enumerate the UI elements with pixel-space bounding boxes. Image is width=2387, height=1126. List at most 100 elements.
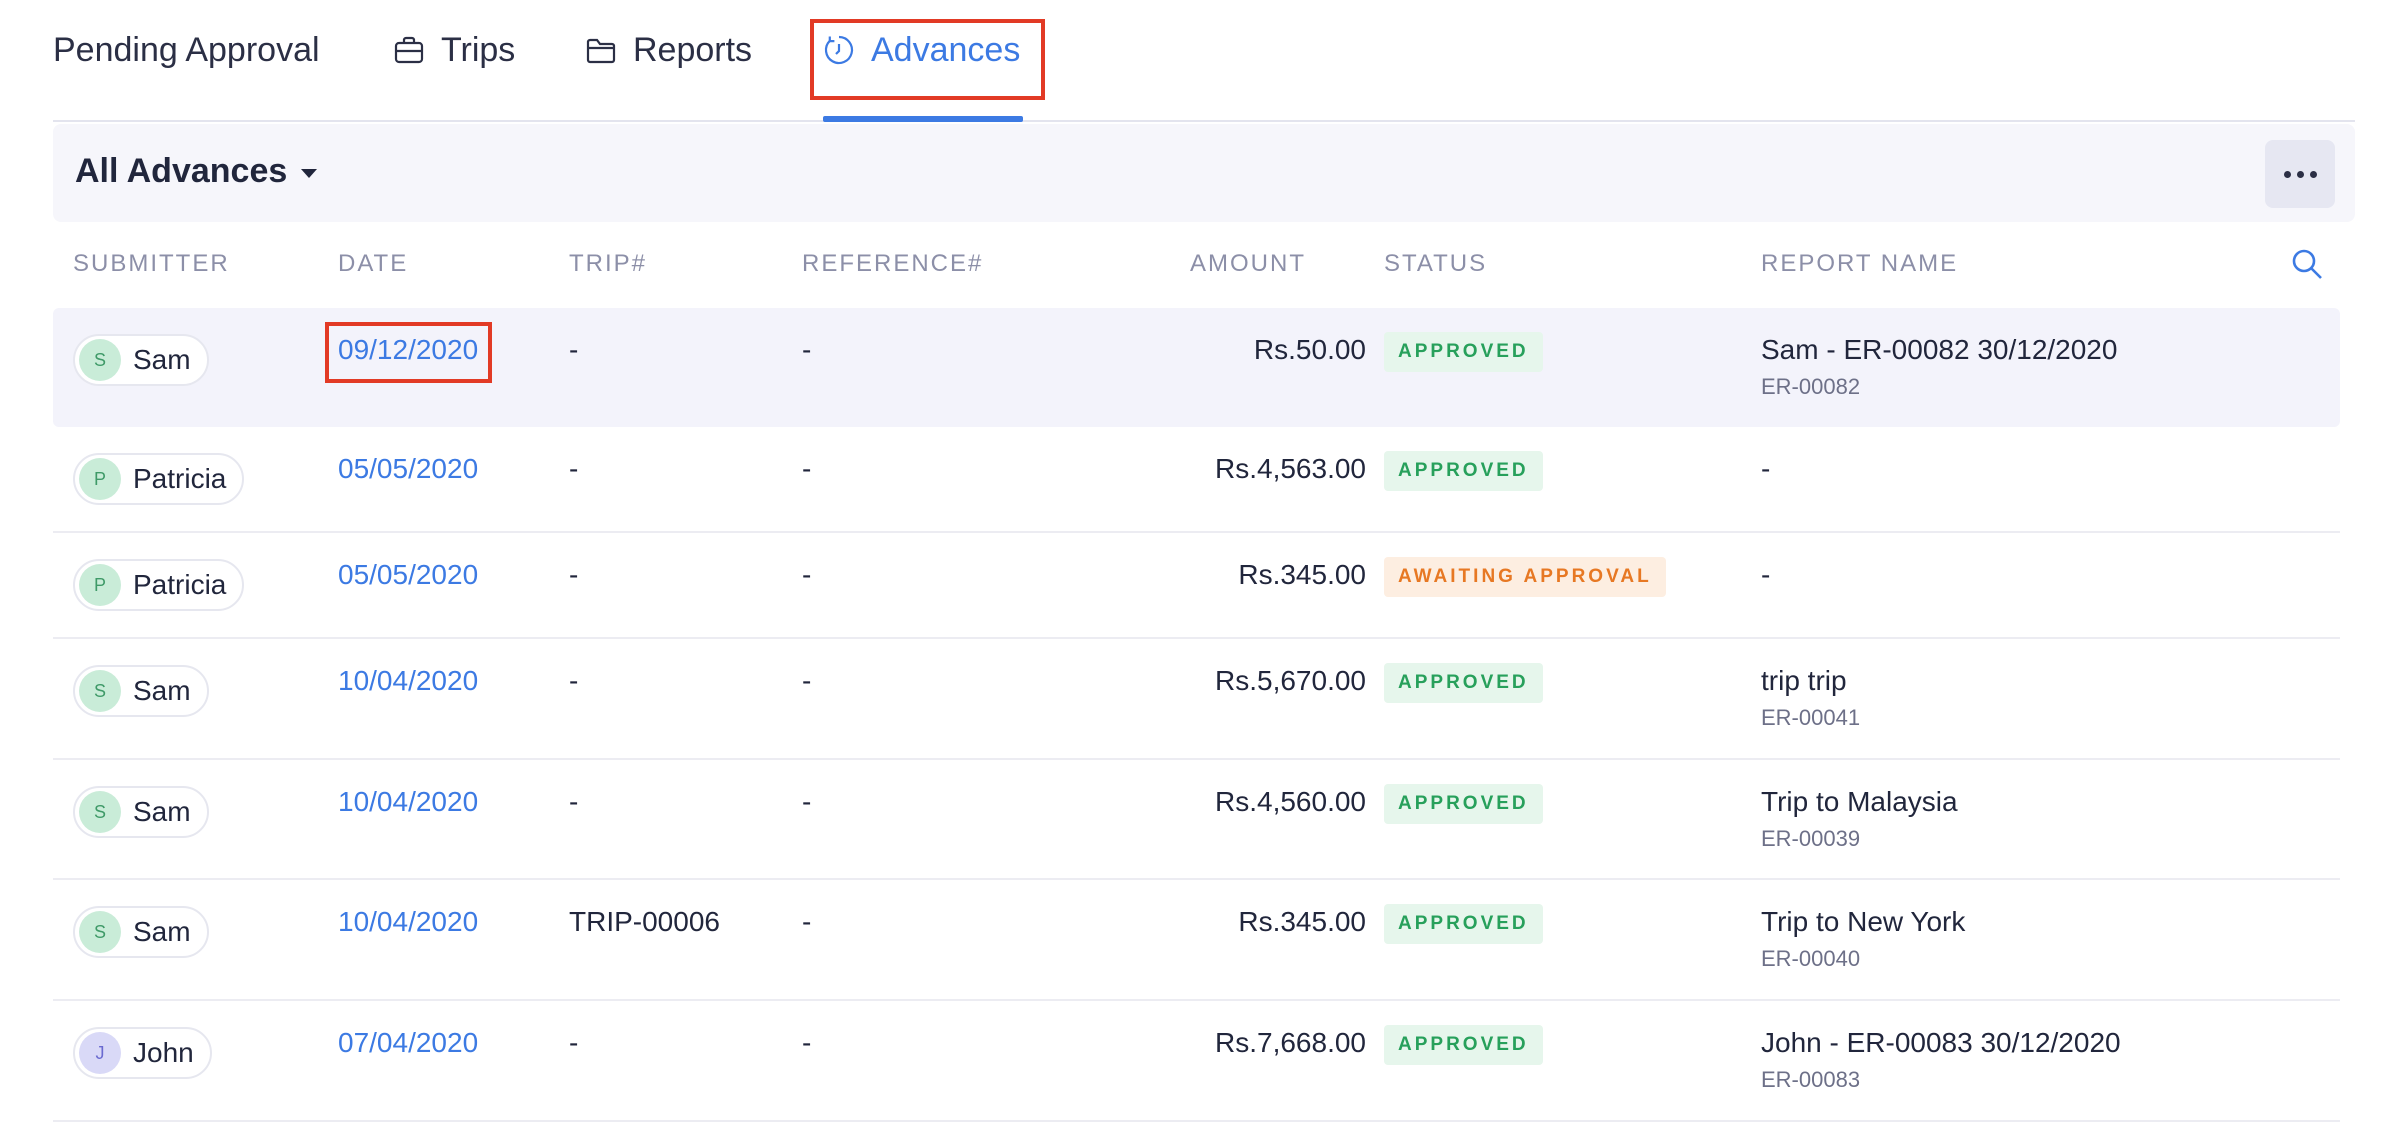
column-header-status: STATUS: [1384, 250, 1488, 277]
status-badge: APPROVED: [1384, 784, 1543, 824]
tab-advances[interactable]: Advances: [823, 0, 1020, 110]
report-name: Sam - ER-00082 30/12/2020: [1761, 334, 2118, 365]
table-row[interactable]: S Sam 10/04/2020 TRIP-00006 - Rs.345.00 …: [53, 880, 2340, 1001]
active-tab-indicator: [823, 116, 1023, 122]
status-badge: AWAITING APPROVAL: [1384, 557, 1666, 597]
table-row[interactable]: J John 07/04/2020 - - Rs.7,668.00 APPROV…: [53, 1001, 2340, 1122]
status-badge: APPROVED: [1384, 663, 1543, 703]
report-id: ER-00040: [1761, 946, 1861, 971]
more-dot-icon: [2309, 170, 2317, 178]
table-row[interactable]: S Sam 09/12/2020 - - Rs.50.00 APPROVED S…: [53, 308, 2340, 427]
report-name: John - ER-00083 30/12/2020: [1761, 1027, 2121, 1058]
submitter-chip[interactable]: S Sam: [73, 786, 209, 838]
search-icon[interactable]: [2290, 247, 2324, 281]
view-selector-dropdown[interactable]: All Advances: [75, 152, 318, 191]
amount-cell: Rs.5,670.00: [1215, 665, 1366, 696]
column-header-trip: TRIP#: [569, 250, 648, 277]
avatar: P: [79, 564, 121, 606]
avatar: J: [79, 1032, 121, 1074]
report-name: Trip to Malaysia: [1761, 786, 1958, 817]
report-cell[interactable]: Sam - ER-00082 30/12/2020 ER-00082: [1761, 334, 2117, 400]
table-row[interactable]: S Sam 10/04/2020 - - Rs.5,670.00 APPROVE…: [53, 639, 2340, 760]
table-row[interactable]: P Patricia 05/05/2020 - - Rs.4,563.00 AP…: [53, 427, 2340, 533]
date-link[interactable]: 07/04/2020: [338, 1027, 479, 1058]
clock-arrow-icon: [823, 34, 855, 66]
avatar: S: [79, 911, 121, 953]
avatar: S: [79, 339, 121, 381]
report-id: ER-00039: [1761, 826, 1861, 851]
report-cell[interactable]: Trip to New York ER-00040: [1761, 906, 1965, 972]
report-cell[interactable]: John - ER-00083 30/12/2020 ER-00083: [1761, 1027, 2121, 1093]
column-header-reference: REFERENCE#: [802, 250, 984, 277]
submitter-name: Patricia: [133, 463, 227, 494]
report-name: -: [1761, 453, 1771, 484]
column-header-report-name: REPORT NAME: [1761, 250, 1959, 277]
caret-down-icon: [301, 169, 318, 178]
submitter-chip[interactable]: S Sam: [73, 334, 209, 386]
trip-cell: -: [569, 453, 579, 484]
submitter-name: John: [133, 1037, 194, 1068]
date-link[interactable]: 05/05/2020: [338, 453, 479, 484]
reference-cell: -: [802, 906, 812, 937]
reference-cell: -: [802, 453, 812, 484]
report-cell[interactable]: Trip to Malaysia ER-00039: [1761, 786, 1958, 852]
submitter-name: Sam: [133, 675, 191, 706]
amount-cell: Rs.50.00: [1253, 334, 1366, 365]
column-header-amount: AMOUNT: [1190, 250, 1306, 277]
amount-cell: Rs.7,668.00: [1215, 1027, 1366, 1058]
trip-cell: -: [569, 559, 579, 590]
report-cell[interactable]: -: [1761, 559, 1770, 591]
reference-cell: -: [802, 334, 812, 365]
submitter-name: Patricia: [133, 569, 227, 600]
reference-cell: -: [802, 786, 812, 817]
column-header-date: DATE: [338, 250, 409, 277]
tab-trips[interactable]: Trips: [393, 0, 515, 110]
list-header: All Advances: [53, 124, 2355, 222]
submitter-name: Sam: [133, 344, 191, 375]
more-dot-icon: [2296, 170, 2304, 178]
submitter-chip[interactable]: P Patricia: [73, 559, 245, 611]
table-row[interactable]: S Sam 10/04/2020 - - Rs.4,560.00 APPROVE…: [53, 760, 2340, 880]
submitter-chip[interactable]: S Sam: [73, 665, 209, 717]
trip-cell: -: [569, 1027, 579, 1058]
reference-cell: -: [802, 1027, 812, 1058]
submitter-chip[interactable]: J John: [73, 1027, 212, 1079]
avatar: P: [79, 458, 121, 500]
status-badge: APPROVED: [1384, 451, 1543, 491]
trip-cell: -: [569, 786, 579, 817]
report-cell[interactable]: -: [1761, 453, 1770, 485]
report-id: ER-00041: [1761, 705, 1861, 730]
briefcase-icon: [393, 34, 425, 66]
date-link[interactable]: 10/04/2020: [338, 665, 479, 696]
date-link[interactable]: 05/05/2020: [338, 559, 479, 590]
report-name: Trip to New York: [1761, 906, 1966, 937]
tab-advances-label: Advances: [871, 30, 1021, 69]
amount-cell: Rs.4,563.00: [1215, 453, 1366, 484]
amount-cell: Rs.4,560.00: [1215, 786, 1366, 817]
report-id: ER-00082: [1761, 374, 1861, 399]
view-selector-label: All Advances: [75, 152, 288, 190]
table-row[interactable]: P Patricia 05/05/2020 - - Rs.345.00 AWAI…: [53, 533, 2340, 639]
trip-cell: TRIP-00006: [569, 906, 720, 937]
date-link[interactable]: 10/04/2020: [338, 786, 479, 817]
reference-cell: -: [802, 559, 812, 590]
tab-reports[interactable]: Reports: [585, 0, 752, 110]
status-badge: APPROVED: [1384, 1025, 1543, 1065]
submitter-chip[interactable]: P Patricia: [73, 453, 245, 505]
status-badge: APPROVED: [1384, 332, 1543, 372]
report-cell[interactable]: trip trip ER-00041: [1761, 665, 1860, 731]
report-name: trip trip: [1761, 665, 1847, 696]
tab-pending-approval[interactable]: Pending Approval: [53, 0, 320, 110]
date-link[interactable]: 09/12/2020: [338, 334, 479, 365]
amount-cell: Rs.345.00: [1238, 559, 1366, 590]
avatar: S: [79, 791, 121, 833]
submitter-chip[interactable]: S Sam: [73, 906, 209, 958]
more-options-button[interactable]: [2265, 140, 2335, 208]
tab-bar: Pending Approval Trips Reports: [53, 0, 2355, 122]
date-link[interactable]: 10/04/2020: [338, 906, 479, 937]
submitter-name: Sam: [133, 796, 191, 827]
avatar: S: [79, 670, 121, 712]
column-header-submitter: SUBMITTER: [73, 250, 230, 277]
more-dot-icon: [2283, 170, 2291, 178]
reference-cell: -: [802, 665, 812, 696]
